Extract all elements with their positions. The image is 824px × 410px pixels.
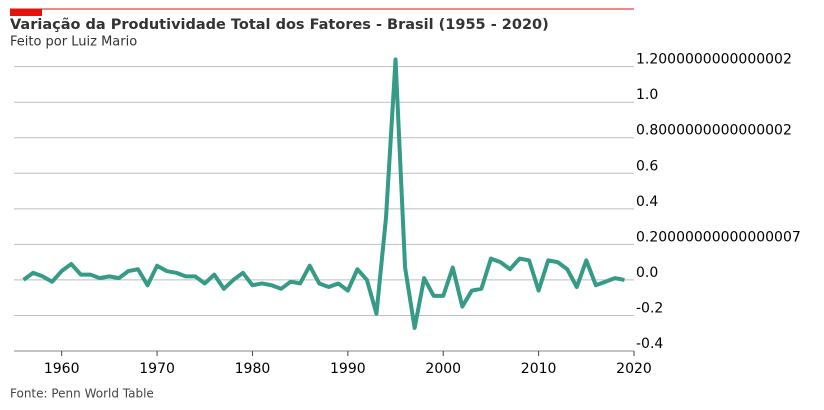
x-tick-label: 1990 xyxy=(330,361,366,377)
chart-title: Variação da Produtividade Total dos Fato… xyxy=(10,17,549,33)
y-tick-label: 1.2000000000000002 xyxy=(636,52,792,68)
chart-subtitle: Feito por Luiz Mario xyxy=(10,35,137,50)
y-tick-label: 0.6 xyxy=(636,158,658,174)
x-tick-label: 1960 xyxy=(44,361,80,377)
x-tick-label: 2000 xyxy=(425,361,461,377)
y-tick-label: -0.2 xyxy=(636,300,663,316)
x-tick-label: 2010 xyxy=(521,361,557,377)
y-tick-label: 1.0 xyxy=(636,87,658,103)
source-note: Fonte: Penn World Table xyxy=(10,387,154,401)
y-tick-label: 0.8000000000000002 xyxy=(636,123,792,139)
x-tick-label: 1980 xyxy=(235,361,271,377)
data-line xyxy=(22,57,625,330)
y-tick-label: 0.4 xyxy=(636,194,658,210)
y-tick-label: 0.20000000000000007 xyxy=(636,229,801,245)
y-tick-label: -0.4 xyxy=(636,336,663,352)
y-tick-label: 0.0 xyxy=(636,265,658,281)
x-tick-label: 2020 xyxy=(616,361,652,377)
x-tick-label: 1970 xyxy=(139,361,175,377)
accent-bar xyxy=(10,9,42,16)
